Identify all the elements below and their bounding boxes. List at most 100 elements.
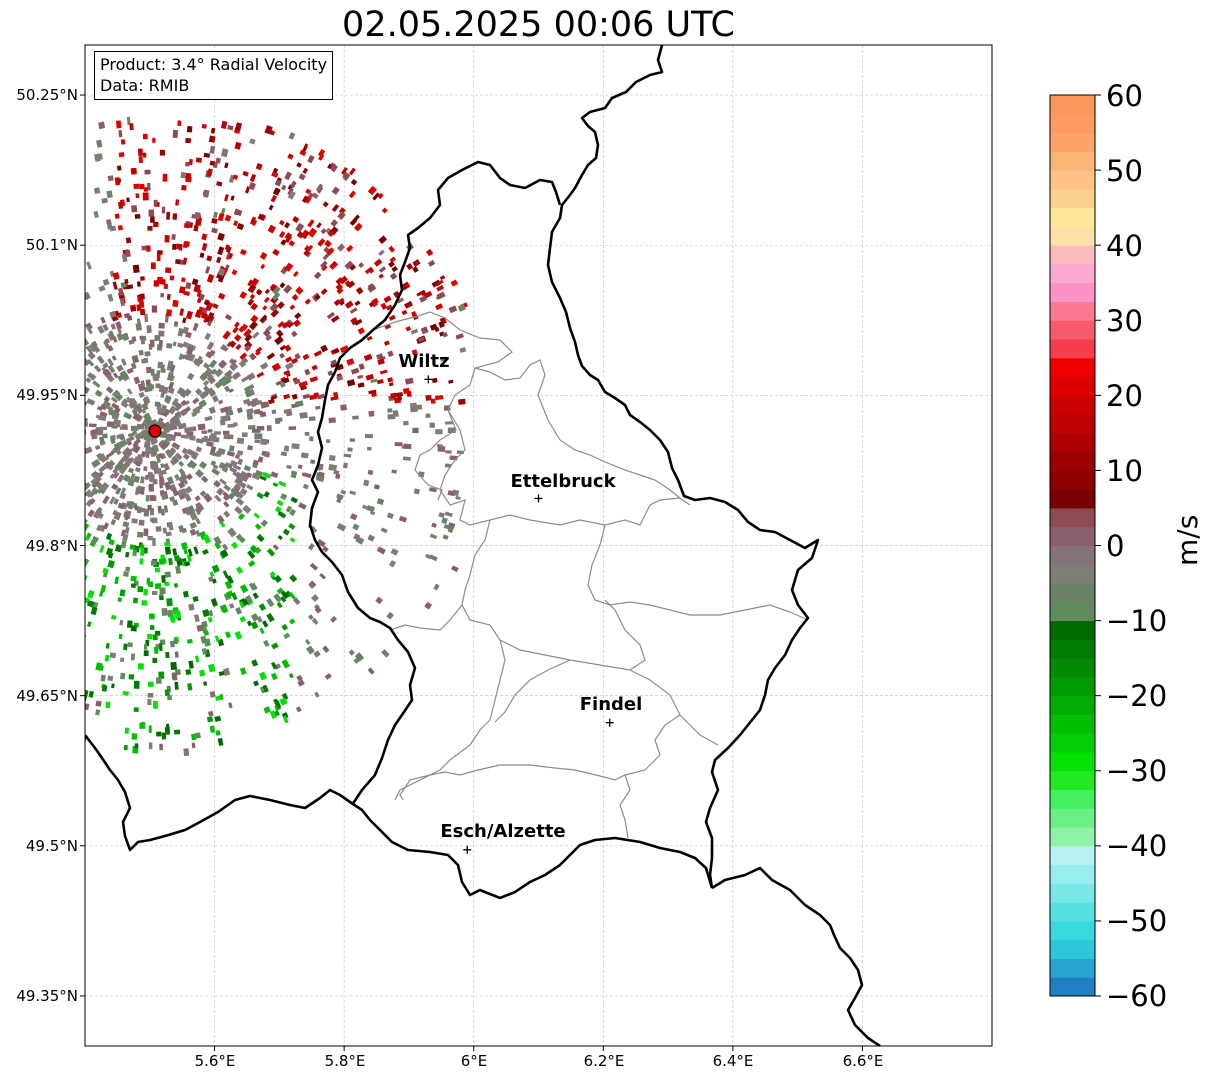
radar-echo-pixel <box>176 243 183 250</box>
radar-echo-pixel <box>272 167 279 174</box>
radar-echo-pixel <box>339 345 350 353</box>
radar-echo-pixel <box>367 185 378 196</box>
radar-echo-pixel <box>242 504 252 514</box>
radar-echo-pixel <box>238 325 246 333</box>
radar-echo-pixel <box>162 438 171 447</box>
radar-echo-pixel <box>332 391 339 399</box>
radar-echo-pixel <box>450 279 459 287</box>
radar-echo-pixel <box>243 398 251 405</box>
radar-echo-pixel <box>234 334 242 342</box>
radar-echo-pixel <box>202 609 210 618</box>
radar-echo-pixel <box>100 455 110 464</box>
radar-echo-pixel <box>220 343 227 351</box>
radar-echo-pixel <box>263 706 271 714</box>
radar-echo-pixel <box>198 306 204 312</box>
radar-echo-pixel <box>145 495 150 502</box>
radar-echo-pixel <box>144 474 149 480</box>
radar-echo-pixel <box>272 248 280 257</box>
radar-echo-pixel <box>146 577 151 585</box>
radar-echo-pixel <box>256 425 265 431</box>
radar-echo-pixel <box>186 554 192 562</box>
radar-echo-pixel <box>301 472 309 478</box>
radar-echo-pixel <box>254 546 262 555</box>
radar-echo-pixel <box>219 406 229 414</box>
radar-echo-pixel <box>168 557 173 566</box>
radar-echo-pixel <box>112 336 118 343</box>
radar-echo-pixel <box>398 515 408 523</box>
radar-echo-pixel <box>107 293 114 302</box>
radar-echo-pixel <box>285 411 293 417</box>
radar-echo-pixel <box>114 544 123 553</box>
radar-echo-pixel <box>120 487 127 496</box>
radar-echo-pixel <box>405 326 412 332</box>
radar-echo-pixel <box>169 417 176 423</box>
radar-echo-pixel <box>255 162 263 171</box>
radar-echo-pixel <box>217 267 226 277</box>
radar-echo-pixel <box>283 284 293 294</box>
radar-echo-pixel <box>274 699 282 709</box>
radar-echo-pixel <box>216 256 222 264</box>
colorbar-tick-label: 20 <box>1106 379 1143 413</box>
radar-echo-pixel <box>94 389 103 398</box>
radar-echo-pixel <box>260 519 268 527</box>
radar-echo-pixel <box>138 156 143 164</box>
radar-echo-pixel <box>280 596 287 603</box>
radar-echo-pixel <box>256 533 265 543</box>
radar-echo-pixel <box>178 286 186 294</box>
radar-echo-pixel <box>302 167 309 174</box>
radar-echo-pixel <box>195 732 201 739</box>
radar-echo-pixel <box>412 260 420 267</box>
radar-echo-pixel <box>288 673 294 679</box>
radar-echo-pixel <box>187 548 193 557</box>
lon-tick-label: 6.2°E <box>583 1052 625 1070</box>
radar-echo-pixel <box>256 288 263 296</box>
radar-echo-pixel <box>288 522 296 530</box>
lat-tick-label: 50.1°N <box>25 236 78 254</box>
radar-echo-pixel <box>85 345 93 354</box>
radar-echo-pixel <box>150 216 155 223</box>
radar-echo-pixel <box>268 204 274 211</box>
colorbar-tick-label: 50 <box>1106 154 1143 188</box>
radar-echo-pixel <box>163 505 169 513</box>
radar-echo-pixel <box>448 379 454 384</box>
radar-echo-pixel <box>321 264 328 272</box>
radar-echo-pixel <box>136 318 141 325</box>
radar-echo-pixel <box>128 674 135 680</box>
radar-echo-pixel <box>224 244 231 251</box>
radar-echo-pixel <box>296 674 303 682</box>
radar-echo-pixel <box>99 411 108 418</box>
radar-echo-pixel <box>119 589 126 597</box>
radar-echo-pixel <box>248 560 256 568</box>
radar-echo-pixel <box>290 330 298 338</box>
radar-echo-pixel <box>115 487 122 495</box>
radar-echo-pixel <box>111 614 117 620</box>
radar-echo-pixel <box>388 245 396 253</box>
radar-echo-pixel <box>150 517 154 522</box>
radar-echo-pixel <box>378 266 387 273</box>
radar-echo-pixel <box>153 419 157 425</box>
radar-echo-pixel <box>85 492 88 498</box>
radar-echo-pixel <box>349 490 357 496</box>
radar-echo-pixel <box>116 165 122 171</box>
radar-echo-pixel <box>161 421 172 431</box>
radar-echo-pixel <box>346 244 354 253</box>
radar-echo-pixel <box>336 522 347 532</box>
radar-echo-pixel <box>178 481 186 489</box>
radar-echo-pixel <box>377 358 385 366</box>
radar-echo-pixel <box>100 316 106 324</box>
radar-echo-pixel <box>109 437 116 445</box>
radar-echo-pixel <box>307 192 314 199</box>
radar-echo-pixel <box>442 534 449 540</box>
radar-echo-pixel <box>378 273 384 279</box>
radar-echo-pixel <box>107 364 116 374</box>
radar-echo-pixel <box>117 201 124 210</box>
radar-echo-pixel <box>379 369 388 375</box>
radar-echo-pixel <box>178 460 185 467</box>
radar-echo-pixel <box>123 643 128 651</box>
radar-echo-pixel <box>157 361 164 369</box>
radar-echo-pixel <box>117 178 122 183</box>
radar-echo-pixel <box>337 211 346 220</box>
radar-echo-pixel <box>367 534 376 542</box>
radar-echo-pixel <box>445 421 453 425</box>
radar-echo-pixel <box>174 452 183 460</box>
